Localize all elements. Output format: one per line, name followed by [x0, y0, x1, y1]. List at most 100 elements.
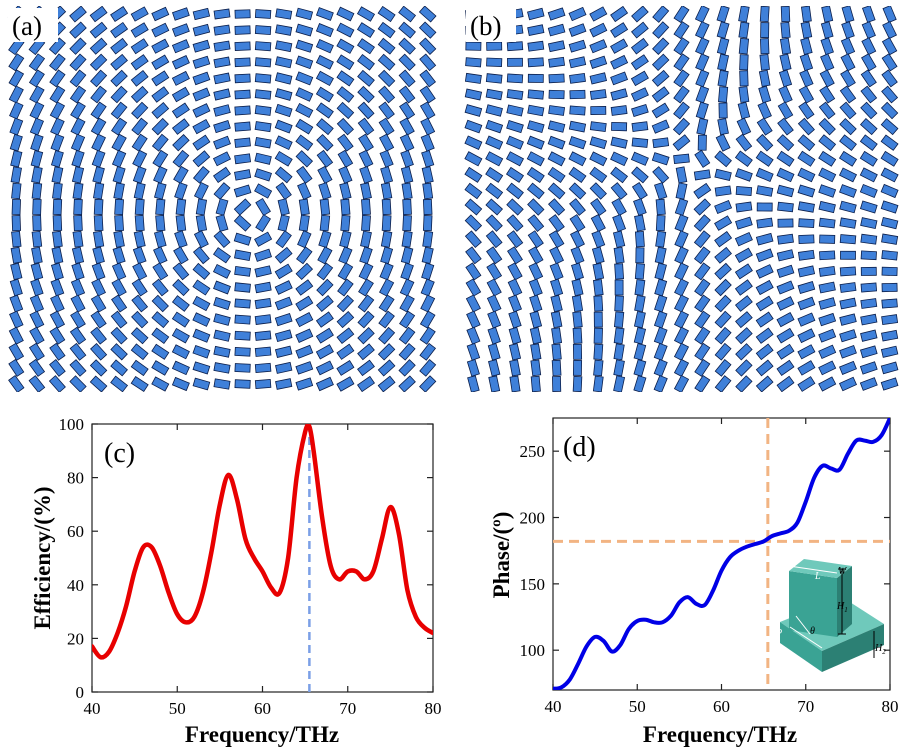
metasurface-a-rod [336, 86, 355, 103]
metasurface-b-rod [466, 326, 481, 345]
metasurface-a-rod [357, 85, 375, 104]
metasurface-b-rod [652, 37, 670, 55]
metasurface-b-rod [735, 343, 753, 361]
phase-x-tick-label: 70 [797, 697, 814, 716]
metasurface-b-rod [756, 117, 773, 136]
metasurface-a-rod [131, 294, 149, 313]
metasurface-b-rod [759, 53, 770, 71]
metasurface-a-rod [398, 342, 416, 361]
metasurface-a-rod [377, 6, 396, 23]
metasurface-b-rod [633, 326, 647, 345]
metasurface-a-rod [30, 278, 44, 297]
metasurface-a-rod [29, 310, 45, 329]
metasurface-a-rod [31, 230, 43, 248]
metasurface-b-rod [839, 101, 857, 120]
metasurface-a-rod [8, 375, 25, 392]
metasurface-b-rod [673, 326, 690, 345]
metasurface-b-rod [839, 217, 857, 229]
metasurface-b-rod [860, 313, 878, 326]
metasurface-b-rod [716, 21, 730, 39]
metasurface-b-rod [547, 120, 566, 133]
metasurface-b-rod [570, 246, 585, 265]
metasurface-b-rod [674, 310, 689, 329]
metasurface-a-rod [91, 149, 106, 168]
metasurface-b-rod [610, 88, 628, 101]
metasurface-b-rod [652, 6, 670, 23]
metasurface-b-rod [612, 214, 627, 233]
metasurface-a-rod [337, 133, 354, 152]
metasurface-b-rod [755, 264, 774, 279]
metasurface-a-rod [30, 262, 44, 281]
metasurface-a-rod [69, 85, 87, 104]
metasurface-a-rod [254, 183, 273, 199]
metasurface-b-rod [569, 72, 586, 84]
metasurface-b-rod [776, 343, 795, 360]
metasurface-a-rod [254, 73, 272, 84]
metasurface-b-rod [756, 133, 774, 152]
metasurface-a-rod [69, 21, 87, 39]
metasurface-a-rod [378, 310, 395, 329]
metasurface-b-rod [693, 169, 711, 181]
metasurface-a-rod [234, 169, 252, 181]
metasurface-a-rod [50, 117, 65, 136]
phase-x-tick-label: 50 [629, 697, 646, 716]
metasurface-a-rod [93, 214, 104, 232]
metasurface-a-rod [419, 53, 437, 72]
metasurface-a-rod [295, 87, 314, 102]
metasurface-b-rod [798, 101, 815, 120]
metasurface-a-rod [274, 88, 293, 101]
metasurface-b-rod [818, 281, 836, 294]
metasurface-a-rod [113, 182, 125, 200]
phase-x-tick-label: 80 [882, 697, 899, 716]
metasurface-a-rod [357, 327, 375, 345]
metasurface-a-rod [192, 361, 211, 375]
metasurface-a-rod [172, 278, 190, 297]
metasurface-a-rod [295, 134, 314, 151]
metasurface-b-rod [548, 230, 565, 249]
metasurface-a-rod [192, 279, 211, 296]
metasurface-b-rod [485, 119, 504, 134]
metasurface-a-rod [151, 278, 169, 297]
metasurface-a-rod [318, 230, 332, 249]
metasurface-b-rod [861, 37, 877, 56]
metasurface-b-rod [776, 184, 795, 198]
metasurface-b-rod [673, 53, 690, 72]
metasurface-b-rod [839, 134, 857, 152]
metasurface-a-rod [49, 342, 66, 361]
metasurface-b-rod [589, 55, 608, 69]
metasurface-a-rod [274, 103, 293, 118]
metasurface-b-rod [738, 86, 750, 103]
metasurface-b-rod [568, 39, 587, 53]
metasurface-b-rod [673, 374, 690, 392]
metasurface-a-rod [90, 69, 108, 88]
metasurface-a-rod [336, 327, 355, 345]
metasurface-a-rod [297, 181, 312, 201]
metasurface-a-rod [298, 214, 310, 232]
metasurface-b-rod [776, 167, 795, 183]
metasurface-a-rod [130, 70, 149, 87]
metasurface-b-rod [696, 117, 709, 136]
metasurface-a-rod [254, 89, 272, 100]
metasurface-a-rod [92, 166, 105, 184]
metasurface-b-rod [778, 69, 793, 88]
metasurface-a-rod [171, 360, 190, 376]
metasurface-a-rod [9, 310, 24, 329]
metasurface-a-rod [234, 298, 251, 309]
metasurface-a-rod [357, 101, 375, 120]
metasurface-a-rod [215, 198, 229, 216]
metasurface-a-rod [213, 56, 231, 69]
metasurface-b-rod [694, 149, 711, 168]
metasurface-b-rod [547, 151, 566, 167]
metasurface-a-rod [316, 295, 334, 312]
metasurface-a-rod [296, 165, 313, 184]
metasurface-a-rod [315, 327, 334, 344]
metasurface-b-rod [758, 85, 772, 104]
metasurface-a-rod [192, 345, 211, 359]
metasurface-b-rod [464, 166, 483, 183]
metasurface-b-rod [694, 374, 711, 392]
metasurface-b-rod [614, 295, 624, 312]
metasurface-a-rod [133, 182, 146, 200]
metasurface-b-rod [797, 328, 816, 344]
metasurface-a-rod [151, 311, 170, 329]
metasurface-b-rod [694, 21, 710, 40]
